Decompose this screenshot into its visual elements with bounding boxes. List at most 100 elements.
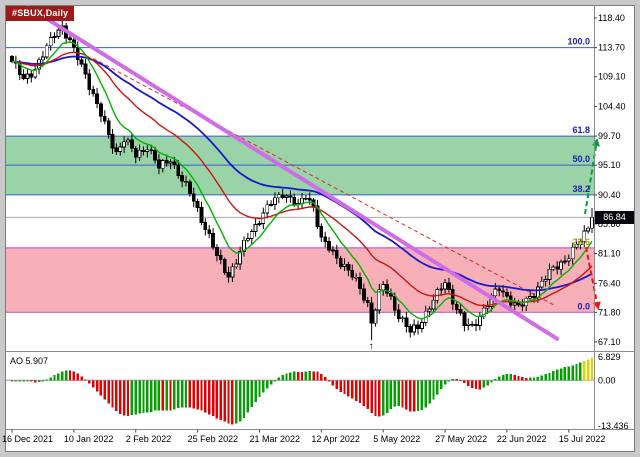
bearish-scenario-arrow[interactable]	[585, 246, 601, 310]
candle-body	[106, 120, 111, 135]
candle-body	[543, 279, 548, 282]
support-zone-red[interactable]	[6, 247, 594, 313]
candle-body	[365, 299, 370, 304]
candle-body	[153, 149, 157, 161]
candle-body	[118, 146, 123, 152]
candle-body	[566, 258, 571, 262]
candle-body	[222, 258, 227, 273]
ao-bar	[107, 380, 110, 404]
candle-body	[408, 326, 413, 333]
candle-body	[52, 36, 57, 39]
ao-bar	[385, 380, 389, 413]
ao-bar	[161, 380, 164, 411]
ao-bar	[528, 377, 532, 381]
candle-body	[559, 261, 563, 270]
candle-body	[547, 268, 552, 280]
ao-bar	[146, 380, 149, 413]
ao-bar	[293, 371, 296, 381]
candle-body	[396, 309, 401, 319]
candle-body	[110, 134, 115, 149]
ao-bar	[586, 359, 590, 381]
date-label: 5 May 2022	[373, 434, 420, 444]
ao-bar	[22, 380, 25, 382]
candle-body	[551, 266, 556, 270]
symbol-label: #SBUX,Daily	[6, 6, 75, 21]
ao-bar	[84, 379, 87, 381]
candle-body	[168, 161, 173, 164]
ao-bar	[80, 376, 83, 381]
ao-bar	[64, 370, 68, 381]
ao-bar	[579, 362, 582, 381]
ao-bar	[463, 380, 466, 383]
bullish-scenario-arrow[interactable]	[584, 138, 600, 215]
candle-body	[25, 73, 30, 79]
candle-body	[122, 141, 127, 148]
candle-body	[400, 317, 405, 320]
candle-body	[99, 103, 103, 117]
low-marker-arrow[interactable]: ↑	[369, 341, 374, 352]
candle-body	[56, 29, 61, 38]
ao-bar	[173, 380, 176, 410]
ao-bar	[494, 379, 497, 381]
ao-bar	[242, 380, 246, 418]
ao-bar	[165, 380, 168, 411]
date-label: 22 Jun 2022	[497, 434, 547, 444]
ao-bar	[111, 380, 114, 408]
price-tick-label: 81.10	[598, 249, 621, 259]
candle-body	[570, 246, 575, 260]
ao-bar	[420, 380, 424, 410]
candle-body	[292, 196, 297, 206]
candle-body	[44, 45, 49, 58]
candle-body	[33, 68, 38, 78]
candle-body	[512, 302, 517, 306]
ao-bar	[238, 380, 242, 422]
candle-body	[582, 230, 587, 242]
candle-body	[160, 160, 165, 169]
candle-body	[265, 204, 270, 214]
ao-bar	[138, 380, 141, 414]
candle-body	[574, 243, 579, 248]
ao-bar	[358, 380, 362, 404]
fib-label: 0.0	[577, 301, 590, 311]
trendline-resistance[interactable]	[25, 4, 560, 341]
ao-bar	[308, 371, 311, 381]
ma-mid-line	[11, 51, 593, 307]
ao-scale-label: -13.436	[598, 421, 629, 431]
ao-bar	[467, 380, 470, 386]
ao-bar	[223, 380, 226, 422]
candle-body	[412, 324, 417, 333]
candle-body	[226, 272, 231, 278]
date-label: 2 Feb 2022	[126, 434, 172, 444]
candle-body	[176, 164, 181, 176]
date-label: 16 Dec 2021	[2, 434, 53, 444]
candle-body	[450, 289, 455, 305]
candle-body	[447, 282, 451, 291]
fib-label: 100.0	[567, 37, 590, 47]
candle-body	[323, 236, 328, 242]
ao-bar	[397, 380, 400, 407]
ao-bar	[99, 380, 103, 396]
candle-body	[230, 266, 235, 278]
trendline-secondary[interactable]	[92, 57, 554, 306]
ao-bar	[134, 380, 137, 415]
candle-body	[273, 197, 277, 205]
ao-bar	[401, 380, 404, 408]
candle-body	[528, 296, 533, 299]
ao-bar	[208, 380, 211, 415]
candle-body	[129, 139, 134, 149]
ao-bar	[119, 380, 122, 414]
candle-body	[218, 255, 223, 260]
ao-bar	[436, 380, 439, 395]
candle-body	[381, 284, 386, 291]
ao-bar	[316, 371, 319, 381]
candle-body	[462, 312, 467, 326]
ao-bar	[312, 371, 315, 381]
candle-body	[199, 206, 204, 223]
ao-bar	[416, 380, 420, 412]
candle-body	[238, 251, 243, 265]
candle-body	[41, 56, 45, 61]
ao-bar	[49, 377, 52, 381]
ao-bar	[331, 380, 335, 386]
ao-bar	[122, 380, 126, 416]
